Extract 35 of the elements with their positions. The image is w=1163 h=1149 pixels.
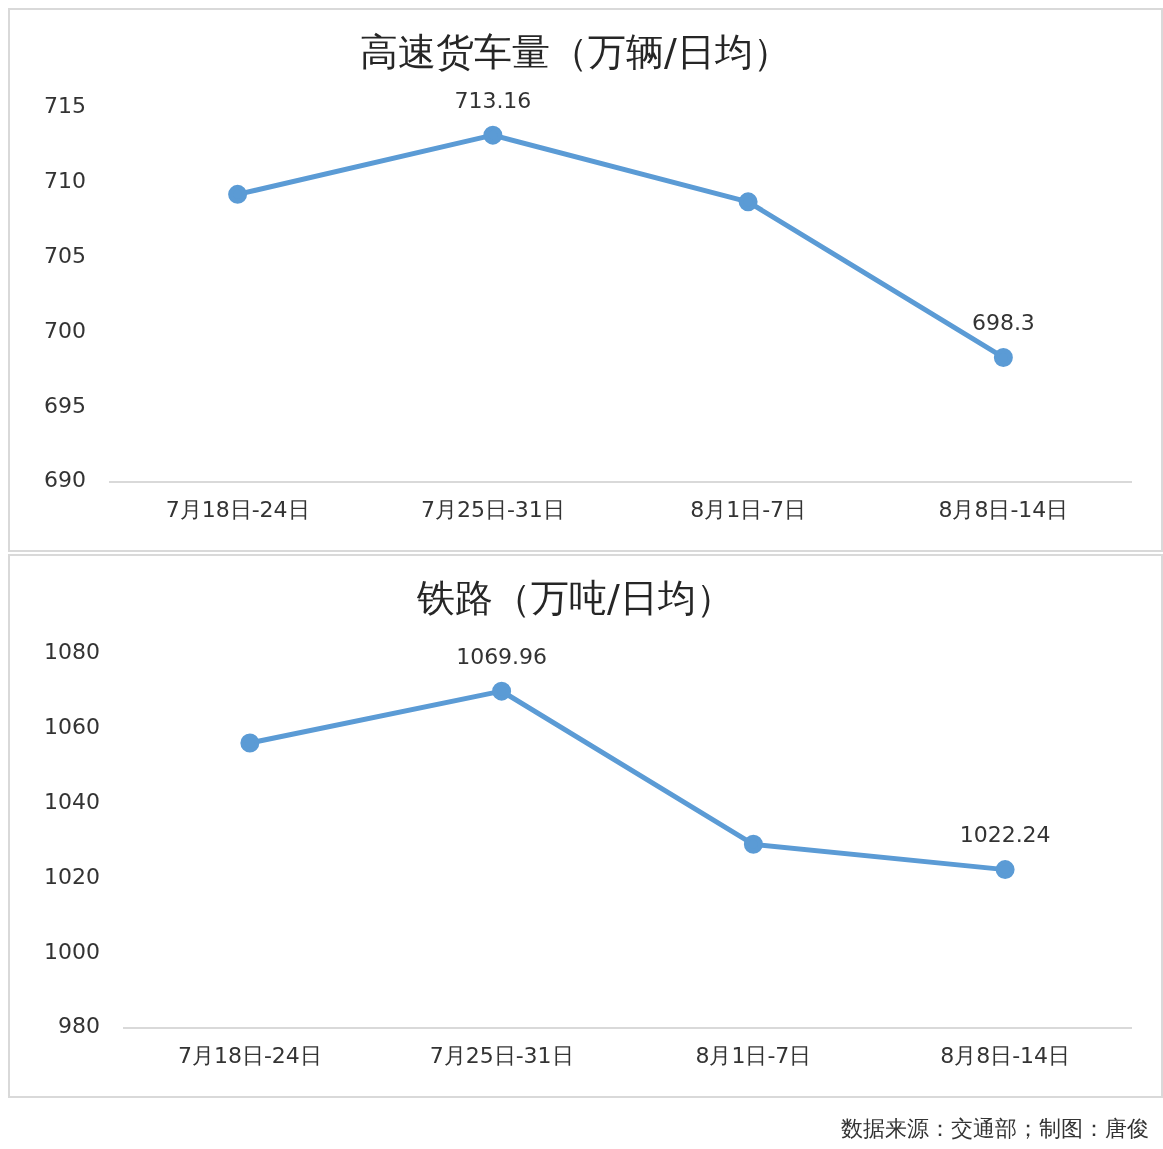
point — [995, 860, 1015, 880]
y-tick-label: 1040 — [43, 788, 100, 814]
x-tick-label: 8月1日-7日 — [695, 1042, 812, 1068]
x-tick-label: 8月8日-14日 — [940, 1042, 1071, 1068]
y-tick-label: 690 — [43, 467, 86, 493]
point — [240, 733, 260, 753]
x-tick-label: 7月25日-31日 — [420, 496, 565, 522]
y-tick-label: 980 — [57, 1013, 100, 1039]
data-label: 698.3 — [971, 310, 1035, 336]
point — [492, 681, 512, 701]
chart-title: 铁路（万吨/日均） — [416, 575, 734, 620]
y-tick-label: 1080 — [43, 639, 100, 665]
x-tick-label: 8月1日-7日 — [690, 496, 807, 522]
y-tick-label: 710 — [43, 168, 86, 194]
y-tick-label: 705 — [43, 242, 86, 268]
point — [993, 347, 1013, 367]
data-label: 713.16 — [454, 87, 532, 113]
point — [743, 834, 763, 854]
y-tick-label: 695 — [43, 392, 86, 418]
chart-title: 高速货车量（万辆/日均） — [360, 29, 791, 74]
y-tick-label: 715 — [43, 93, 86, 119]
y-tick-label: 1020 — [43, 863, 100, 889]
y-tick-label: 1060 — [43, 714, 100, 740]
x-tick-label: 8月8日-14日 — [938, 496, 1069, 522]
data-label: 1022.24 — [959, 822, 1051, 848]
point — [483, 125, 503, 145]
x-tick-label: 7月25日-31日 — [429, 1042, 574, 1068]
x-tick-label: 7月18日-24日 — [165, 496, 310, 522]
point — [738, 192, 758, 212]
source-note: 数据来源：交通部；制图：唐俊 — [840, 1115, 1150, 1143]
data-label: 1069.96 — [456, 643, 548, 669]
x-tick-label: 7月18日-24日 — [177, 1042, 322, 1068]
y-tick-label: 1000 — [43, 938, 100, 964]
point — [228, 184, 248, 204]
y-tick-label: 700 — [43, 317, 86, 343]
